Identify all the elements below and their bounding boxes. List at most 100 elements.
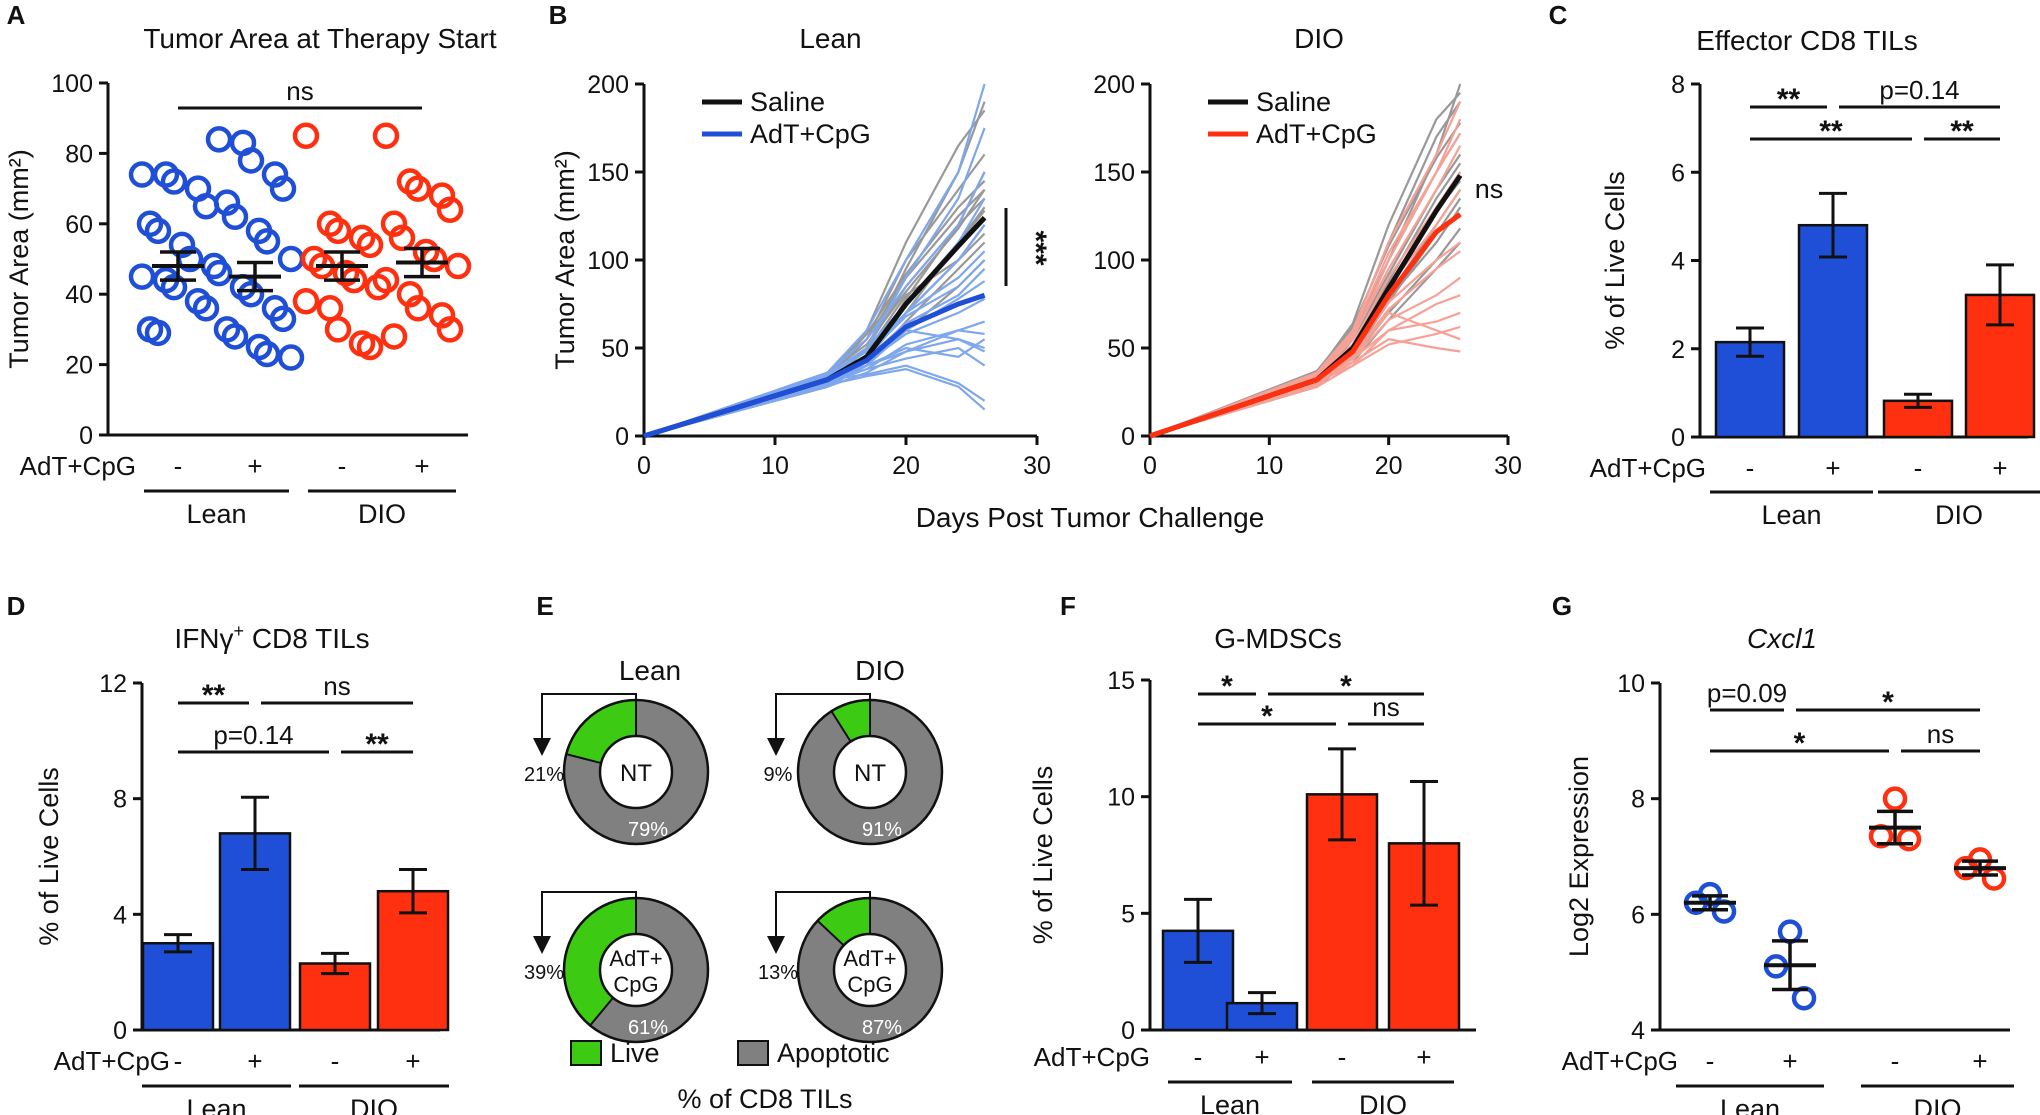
- panel-e-col-title-dio: DIO: [855, 655, 905, 686]
- panel-a-point: [380, 210, 408, 238]
- panel-g-sig-label: p=0.09: [1707, 678, 1787, 708]
- panel-letter-b: B: [549, 0, 568, 30]
- panel-a-y-tick-label: 20: [65, 352, 93, 380]
- panel-a-point: [428, 182, 456, 209]
- panel-a-point: [168, 231, 196, 259]
- panel-a-point: [428, 302, 456, 329]
- panel-e-donut-3-apoptotic-pct: 87%: [862, 1017, 902, 1039]
- panel-e-caption: % of CD8 TILs: [677, 1084, 852, 1114]
- panel-a-point: [324, 217, 352, 245]
- panel-b-dio-x-tick-label: 10: [1255, 452, 1283, 480]
- panel-b-x-label: Days Post Tumor Challenge: [916, 502, 1265, 533]
- panel-e-donut-1-inner-hole: [832, 734, 908, 810]
- panel-a-title: Tumor Area at Therapy Start: [143, 23, 496, 54]
- panel-c-y-tick-label: 4: [1671, 248, 1685, 276]
- panel-a-treatment-sign: +: [414, 451, 429, 481]
- panel-a-row-label: AdT+CpG: [20, 451, 136, 481]
- panel-c-row-label: AdT+CpG: [1590, 453, 1706, 483]
- panel-a-point: [380, 323, 408, 350]
- panel-b-lean-saline-individual-line: [643, 206, 986, 438]
- panel-b-lean-sig-label: ***: [1019, 230, 1052, 265]
- panel-g-title: Cxcl1: [1747, 623, 1817, 654]
- panel-c-sig-label: **: [1950, 115, 1974, 148]
- panel-a-point: [160, 168, 188, 195]
- panel-a-group-label: Lean: [186, 499, 246, 529]
- panel-e-donut-1-apoptotic-pct: 91%: [862, 819, 902, 841]
- panel-e-donut-3-live-pct: 13%: [758, 962, 798, 984]
- panel-g-sig-label: *: [1794, 727, 1806, 760]
- panel-c-treatment-sign: -: [1746, 453, 1755, 483]
- panel-b-dio-x-tick-label: 30: [1494, 452, 1522, 480]
- panel-d-sig-label: **: [365, 728, 389, 761]
- panel-b-dio-title: DIO: [1294, 23, 1344, 54]
- panel-a-point: [269, 305, 297, 333]
- panel-b-dio-y-tick-label: 200: [1093, 71, 1135, 99]
- panel-f-y-tick-label: 0: [1121, 1017, 1135, 1045]
- panel-e-donut-0-center-label: NT: [620, 760, 652, 787]
- panel-f-sig-label: *: [1340, 670, 1352, 703]
- panel-b-dio-treated-individual-line: [1149, 250, 1461, 438]
- panel-b-lean-treated-individual-line: [643, 171, 986, 438]
- panel-c-sig-label: **: [1777, 83, 1801, 116]
- panel-a-y-label: Tumor Area (mm²): [4, 149, 34, 369]
- panel-e-donut-0-arrow-line: [541, 693, 637, 742]
- panel-g-point: [1777, 919, 1803, 944]
- panel-b-dio-y-tick-label: 0: [1121, 423, 1135, 451]
- panel-b-dio-sig-label: ns: [1475, 174, 1504, 204]
- panel-f-sig-label: *: [1221, 670, 1233, 703]
- panel-a-point: [396, 280, 424, 308]
- panel-e-donut-1-center-label: NT: [854, 760, 886, 787]
- panel-c-group-label: Lean: [1761, 500, 1821, 530]
- panel-b-y-label: Tumor Area (mm²): [550, 150, 580, 370]
- panel-e-donut-0-inner-hole: [598, 734, 674, 810]
- panel-b-lean-x-tick-label: 20: [892, 452, 920, 480]
- panel-f-title: G-MDSCs: [1214, 623, 1342, 654]
- panel-a-point: [316, 295, 344, 322]
- panel-letter-a: A: [7, 0, 26, 30]
- panel-f-y-tick-label: 10: [1107, 784, 1135, 812]
- panel-a-point: [372, 266, 400, 294]
- panel-b-lean-x-tick-label: 0: [637, 452, 651, 480]
- panel-g-point: [1981, 866, 2007, 891]
- panel-d-group-label: DIO: [350, 1094, 398, 1115]
- panel-e-donut-0-live-pct: 21%: [524, 764, 564, 786]
- panel-d-y-tick-label: 4: [113, 901, 127, 929]
- panel-e-legend-live-swatch: [570, 1040, 602, 1066]
- panel-b-lean-treated-individual-line: [643, 83, 986, 438]
- panel-a-treatment-sign: -: [338, 451, 347, 481]
- panel-b-dio-legend-saline-label: Saline: [1256, 87, 1331, 117]
- panel-b-lean-y-tick-label: 0: [615, 423, 629, 451]
- panel-g-treatment-sign: -: [1706, 1046, 1715, 1076]
- panel-a-point: [213, 189, 241, 216]
- panel-a-group-label: DIO: [358, 499, 406, 529]
- panel-a-point: [404, 295, 432, 322]
- panel-f-treatment-sign: +: [1416, 1042, 1431, 1072]
- panel-f-group-label: DIO: [1359, 1090, 1407, 1115]
- panel-a-point: [192, 295, 220, 322]
- panel-a-point: [388, 224, 416, 252]
- panel-c-bar: [1797, 223, 1869, 439]
- panel-c-treatment-sign: +: [1825, 453, 1840, 483]
- panel-g-group-label: DIO: [1913, 1094, 1961, 1115]
- panel-a-treatment-sign: +: [247, 451, 262, 481]
- panel-g-row-label: AdT+CpG: [1562, 1046, 1678, 1076]
- panel-b-lean-treated-individual-line: [643, 367, 986, 438]
- panel-e-col-title-lean: Lean: [619, 655, 681, 686]
- panel-b-lean-y-tick-label: 150: [587, 159, 629, 187]
- panel-b-dio-treated-mean-line: [1149, 212, 1462, 439]
- panel-b-lean-treated-individual-line: [643, 224, 986, 438]
- panel-f-y-tick-label: 15: [1107, 667, 1135, 695]
- panel-d-y-tick-label: 0: [113, 1017, 127, 1045]
- panel-e-donut-3-arrow-head: [767, 936, 785, 954]
- panel-e-donut-2-live-pct: 39%: [524, 962, 564, 984]
- panel-e-donut-2-apoptotic-pct: 61%: [628, 1017, 668, 1039]
- panel-e-donut-1-arrow-line: [775, 693, 871, 742]
- panel-e-donut-2-arrow-line: [541, 891, 637, 940]
- panel-g-point: [1896, 826, 1922, 852]
- panel-e-donut-3-center-label-2: CpG: [847, 972, 892, 997]
- panel-letter-c: C: [1549, 0, 1568, 30]
- panel-a-point: [292, 287, 320, 315]
- panel-e-legend-live-label: Live: [610, 1038, 660, 1068]
- panel-b-lean-x-tick-label: 30: [1023, 452, 1051, 480]
- panel-f-row-label: AdT+CpG: [1034, 1042, 1150, 1072]
